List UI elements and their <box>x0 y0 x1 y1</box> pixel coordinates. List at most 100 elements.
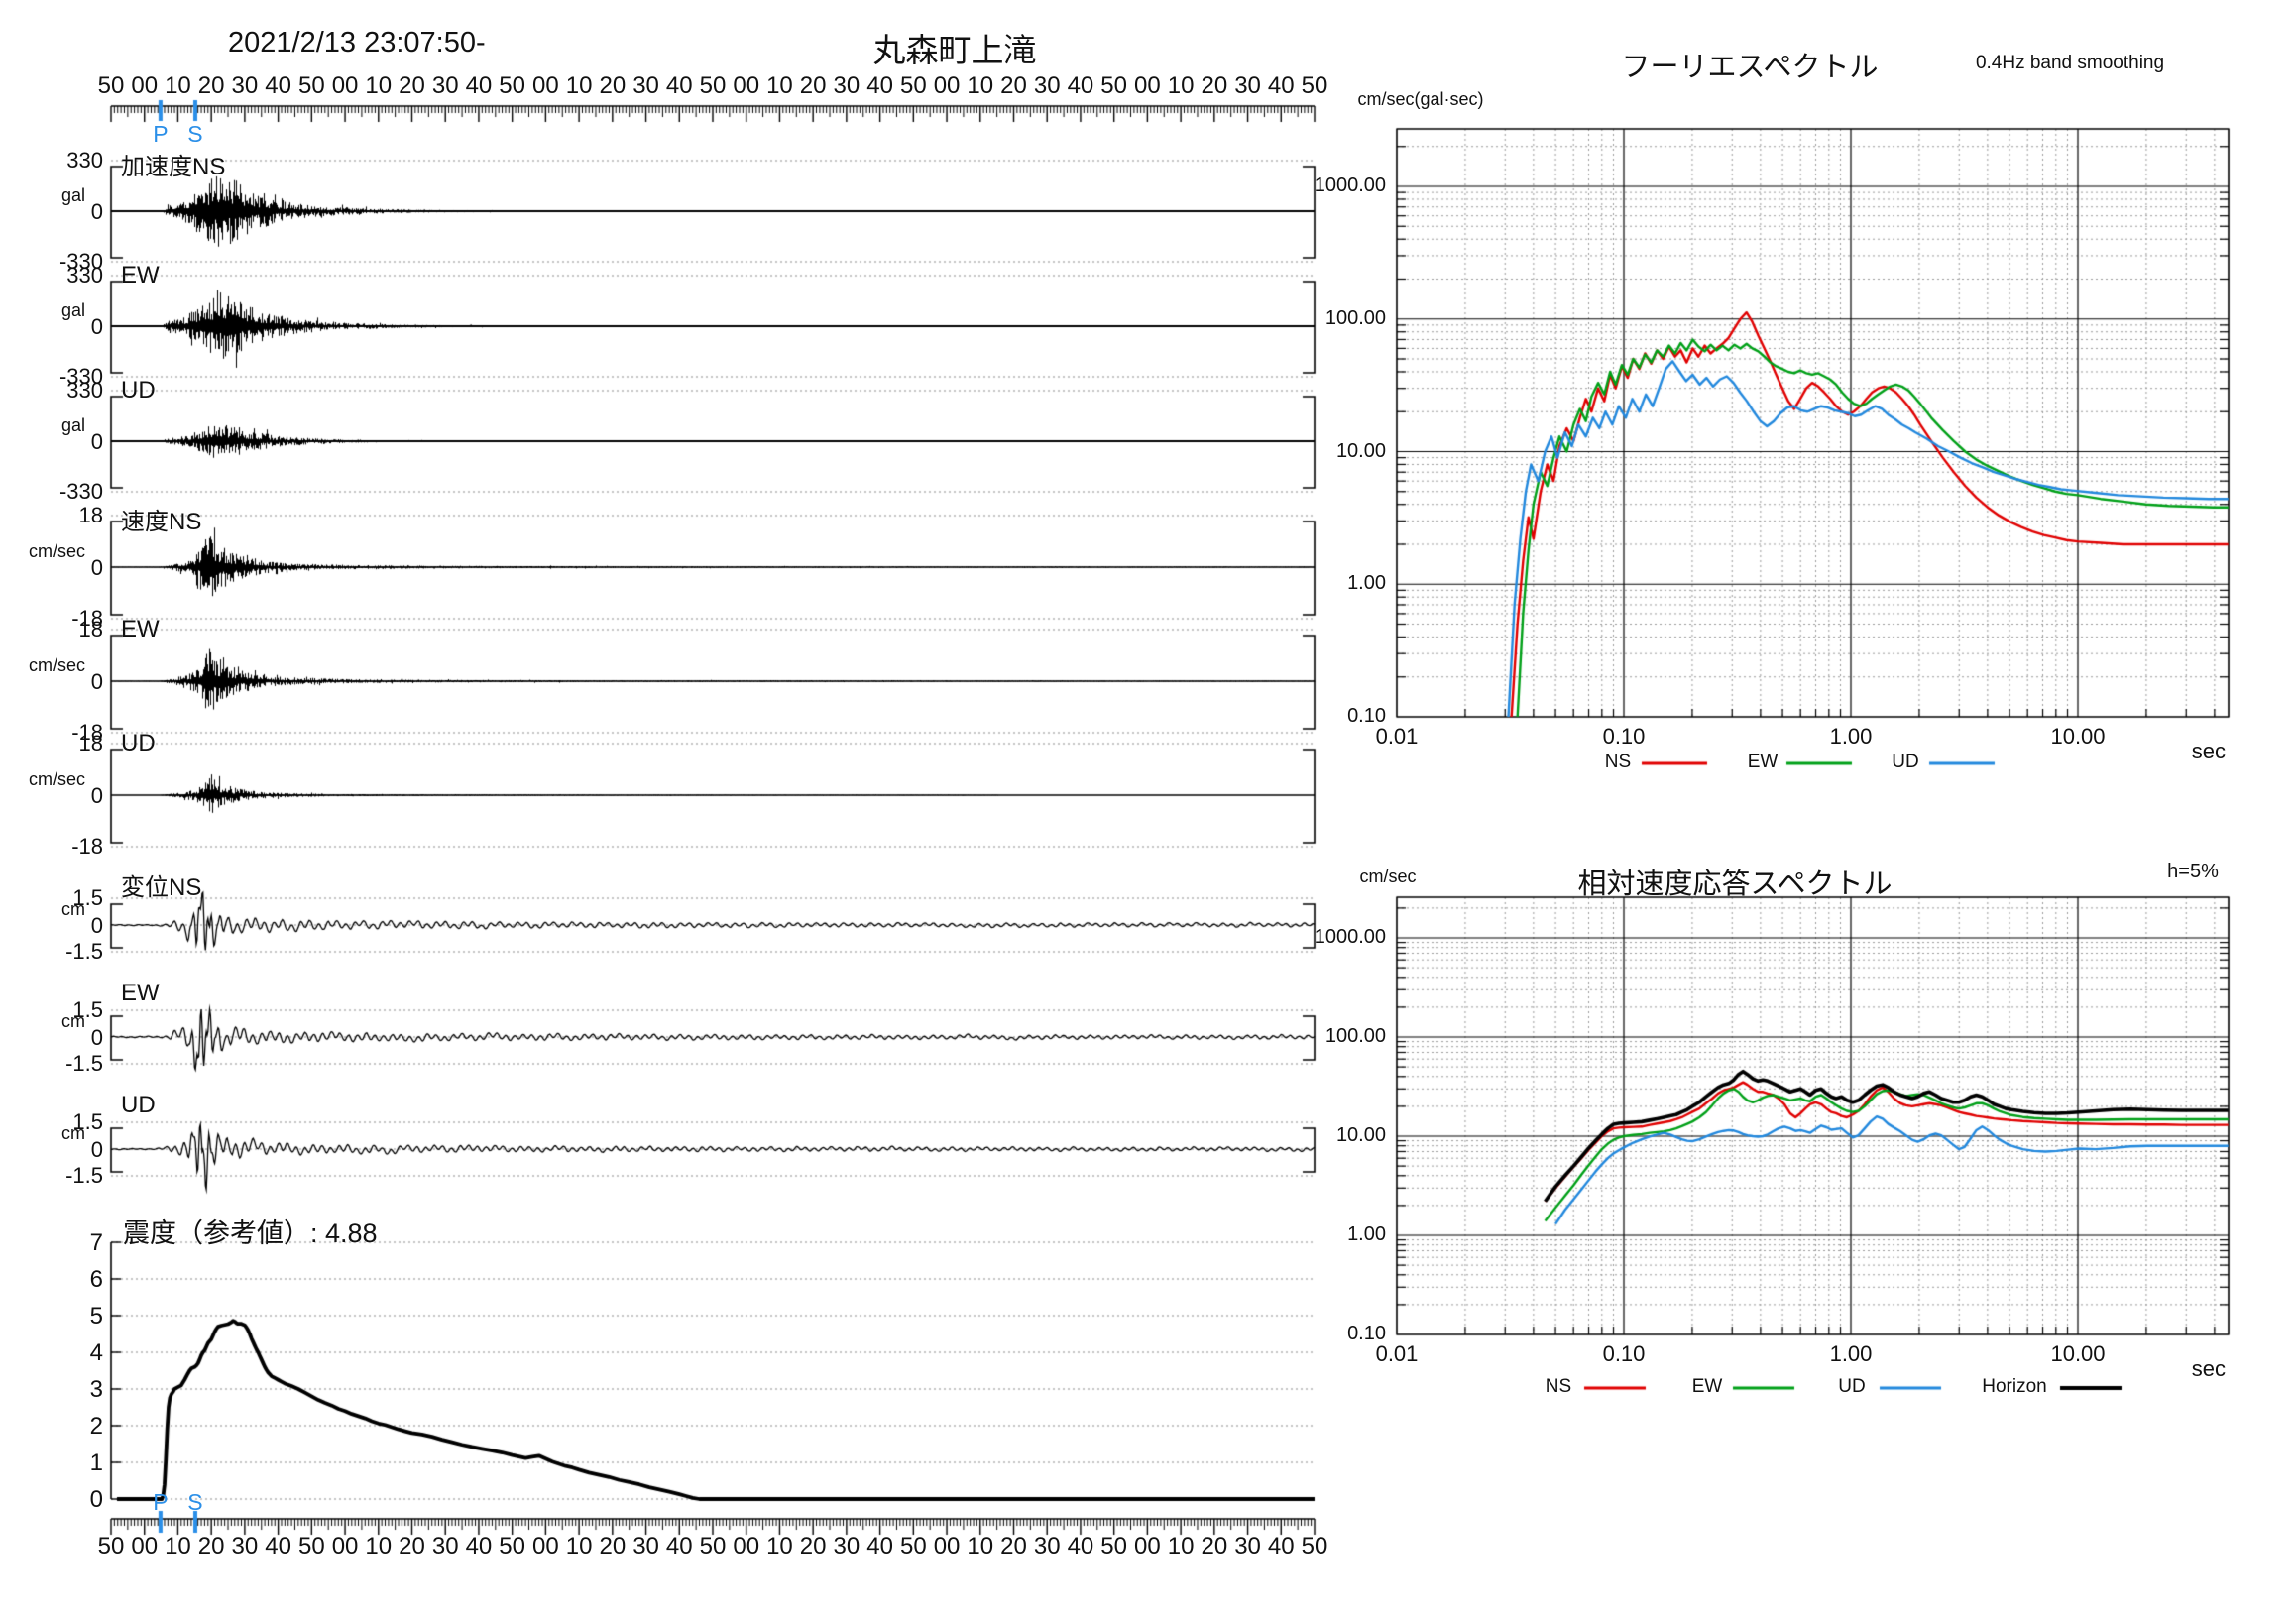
legend-label-ew: EW <box>1691 1376 1723 1397</box>
spectrum-ytick: 1000.00 <box>1314 926 1386 948</box>
trace-scale-max: 1.5 <box>72 1109 103 1134</box>
time-tick-label-bottom: 50 <box>1301 1533 1328 1560</box>
record-datetime: 2021/2/13 23:07:50- <box>228 27 486 58</box>
trace-label: EW <box>121 616 160 642</box>
trace-scale-max: 330 <box>66 263 103 288</box>
time-tick-label-bottom: 40 <box>1267 1533 1295 1560</box>
spectrum-xtick: 0.01 <box>1375 1341 1419 1366</box>
phase-marker-label-top: P <box>153 121 169 147</box>
trace-label: UD <box>121 1092 156 1118</box>
time-tick-label-bottom: 30 <box>632 1533 659 1560</box>
trace-scale-min: -1.5 <box>65 1163 103 1188</box>
spectrum-xtick: 0.01 <box>1375 724 1419 749</box>
trace-label: UD <box>121 377 156 404</box>
time-tick-label-bottom: 50 <box>699 1533 727 1560</box>
trace-scale-max: 18 <box>78 617 103 641</box>
trace-unit: gal <box>60 185 85 205</box>
trace-zero: 0 <box>90 314 103 339</box>
intensity-title: 震度（参考値）: 4.88 <box>123 1218 378 1248</box>
time-tick-label-top: 00 <box>131 72 159 99</box>
legend-label-ns: NS <box>1545 1376 1572 1397</box>
time-tick-label-top: 10 <box>766 72 793 99</box>
time-tick-label-bottom: 10 <box>565 1533 593 1560</box>
time-tick-label-bottom: 30 <box>833 1533 861 1560</box>
time-tick-label-bottom: 20 <box>1000 1533 1027 1560</box>
trace-scale-min: -1.5 <box>65 1051 103 1076</box>
time-tick-label-bottom: 00 <box>733 1533 760 1560</box>
spectrum-ytick: 10.00 <box>1335 439 1386 462</box>
trace-scale-max: 1.5 <box>72 997 103 1022</box>
trace-label: 変位NS <box>121 874 202 901</box>
time-tick-label-bottom: 20 <box>399 1533 425 1560</box>
time-tick-label-bottom: 30 <box>1033 1533 1061 1560</box>
intensity-ytick: 7 <box>89 1229 103 1256</box>
time-tick-label-bottom: 00 <box>1134 1533 1161 1560</box>
spectrum-ytick: 1.00 <box>1347 1223 1386 1245</box>
intensity-ytick: 2 <box>89 1413 103 1440</box>
time-tick-label-top: 50 <box>1301 72 1328 99</box>
trace-unit: cm <box>61 1123 85 1143</box>
time-tick-label-bottom: 30 <box>1234 1533 1261 1560</box>
time-tick-label-bottom: 00 <box>532 1533 559 1560</box>
trace-label: 加速度NS <box>121 154 226 180</box>
intensity-ytick: 3 <box>89 1376 103 1403</box>
fourier-subtitle: 0.4Hz band smoothing <box>1975 53 2165 73</box>
trace-scale-max: 330 <box>66 378 103 403</box>
phase-marker-label-bottom: S <box>187 1489 203 1515</box>
time-tick-label-top: 00 <box>331 72 359 99</box>
time-tick-label-top: 40 <box>866 72 893 99</box>
time-tick-label-top: 30 <box>1033 72 1061 99</box>
time-tick-label-bottom: 10 <box>165 1533 191 1560</box>
time-tick-label-top: 40 <box>265 72 291 99</box>
time-tick-label-top: 10 <box>165 72 191 99</box>
time-tick-label-top: 20 <box>599 72 627 99</box>
time-tick-label-bottom: 50 <box>97 1533 125 1560</box>
time-tick-label-bottom: 40 <box>465 1533 493 1560</box>
fourier-y-axis-label: cm/sec(gal·sec) <box>1357 89 1484 109</box>
trace-unit: cm/sec <box>28 655 85 675</box>
station-title: 丸森町上滝 <box>872 32 1037 68</box>
time-tick-label-bottom: 40 <box>866 1533 893 1560</box>
trace-zero: 0 <box>90 669 103 694</box>
trace-scale-min: -18 <box>71 834 103 859</box>
time-tick-label-top: 50 <box>699 72 727 99</box>
trace-scale-min: -330 <box>58 479 103 504</box>
trace-scale-max: 330 <box>66 148 103 173</box>
spectrum-xtick: 0.10 <box>1602 1341 1646 1366</box>
spectrum-xtick: 0.10 <box>1602 724 1646 749</box>
response-title: 相対速度応答スペクトル <box>1577 869 1893 900</box>
time-tick-label-bottom: 40 <box>665 1533 693 1560</box>
trace-unit: gal <box>60 415 85 435</box>
time-tick-label-top: 40 <box>1267 72 1295 99</box>
spectrum-ytick: 1000.00 <box>1314 174 1386 196</box>
intensity-ytick: 1 <box>89 1449 103 1476</box>
fourier-x-axis-unit: sec <box>2191 739 2226 763</box>
trace-unit: cm <box>61 1011 85 1031</box>
trace-zero: 0 <box>90 199 103 224</box>
trace-scale-max: 1.5 <box>72 885 103 910</box>
trace-unit: cm <box>61 899 85 919</box>
time-tick-label-top: 10 <box>365 72 393 99</box>
time-tick-label-bottom: 40 <box>265 1533 291 1560</box>
time-tick-label-top: 50 <box>499 72 526 99</box>
intensity-ytick: 6 <box>89 1266 103 1293</box>
time-tick-label-bottom: 20 <box>1201 1533 1228 1560</box>
spectrum-ytick: 100.00 <box>1324 1025 1386 1047</box>
trace-zero: 0 <box>90 783 103 808</box>
trace-zero: 0 <box>90 1025 103 1050</box>
response-x-axis-unit: sec <box>2191 1356 2226 1381</box>
trace-label: 速度NS <box>121 509 202 535</box>
trace-scale-min: -1.5 <box>65 939 103 964</box>
time-tick-label-bottom: 40 <box>1067 1533 1094 1560</box>
time-tick-label-top: 30 <box>632 72 659 99</box>
spectrum-xtick: 1.00 <box>1829 1341 1873 1366</box>
time-tick-label-top: 40 <box>465 72 493 99</box>
time-tick-label-top: 00 <box>933 72 961 99</box>
time-tick-label-top: 30 <box>231 72 259 99</box>
trace-label: EW <box>121 262 160 289</box>
legend-label-ud: UD <box>1838 1376 1866 1397</box>
time-tick-label-top: 40 <box>1067 72 1094 99</box>
time-tick-label-top: 00 <box>733 72 760 99</box>
time-tick-label-top: 20 <box>399 72 425 99</box>
